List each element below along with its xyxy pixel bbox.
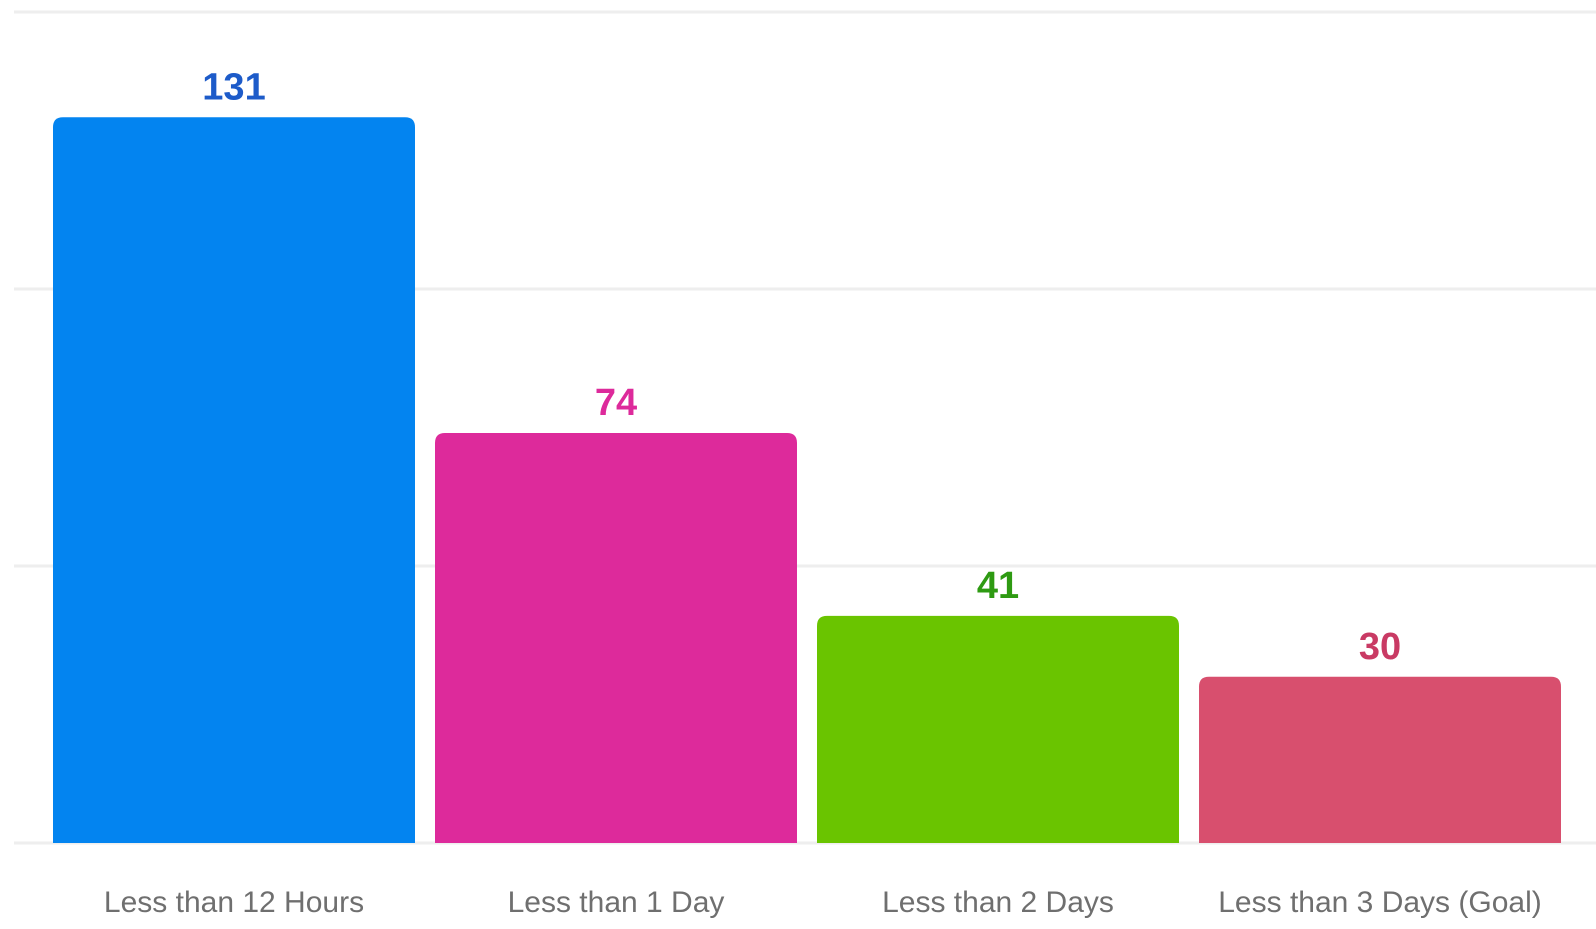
- category-label: Less than 2 Days: [882, 886, 1114, 919]
- data-label: 131: [202, 66, 265, 108]
- bar: [817, 615, 1179, 843]
- data-label: 30: [1359, 626, 1401, 668]
- data-labels: 131 74 41 30: [202, 66, 1401, 668]
- bar: [435, 433, 797, 843]
- category-labels: Less than 12 Hours Less than 1 Day Less th…: [104, 886, 1542, 919]
- data-label: 74: [595, 382, 637, 424]
- bars: [53, 117, 1561, 843]
- category-label: Less than 12 Hours: [104, 886, 364, 919]
- bar: [1199, 676, 1561, 843]
- category-label: Less than 1 Day: [508, 886, 725, 919]
- category-label: Less than 3 Days (Goal): [1218, 886, 1541, 919]
- bar: [53, 117, 415, 843]
- data-label: 41: [977, 565, 1019, 607]
